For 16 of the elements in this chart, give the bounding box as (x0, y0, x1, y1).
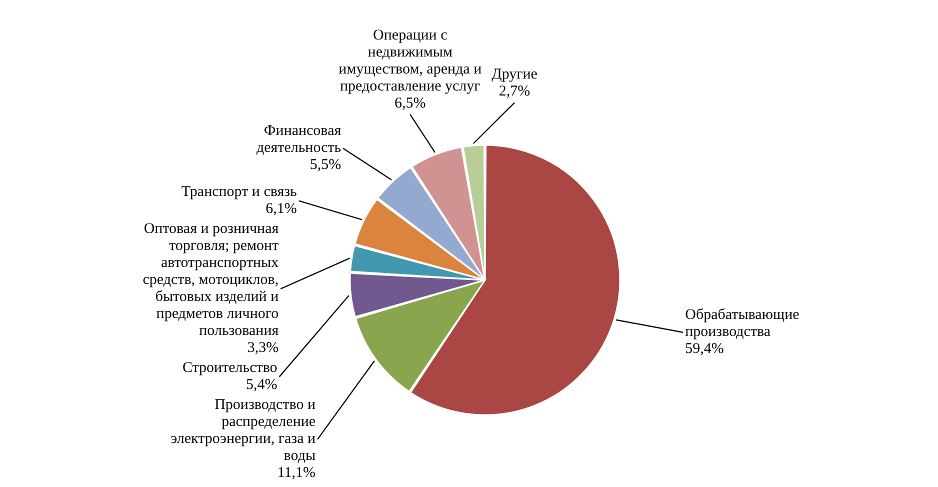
slice-label: Транспорт и связь (181, 184, 298, 200)
data-label: 2,7% (498, 84, 530, 100)
data-label: 6,1% (266, 200, 297, 217)
slice-label: Финансовая деятельность (256, 122, 342, 156)
data-label: 3,3% (247, 340, 279, 356)
slice-label: Операции с недвижимым имуществом, аренда и предоставление услуг (338, 27, 482, 94)
data-label: 6,5% (394, 95, 426, 112)
slice-label: Обрабатывающие производства (685, 306, 800, 340)
slice-label: Оптовая и розничная торговля; ремонт автотранспортных средств, мотоциклов, бытовых изделий и предметов личного пользования (142, 220, 280, 339)
data-label: 11,1% (277, 464, 316, 481)
slice-label: Другие (492, 66, 538, 83)
slice-label: Производство и распределение электроэнергии, газа и воды (170, 396, 316, 464)
data-label: 5,4% (246, 376, 278, 393)
data-label: 59,4% (685, 340, 724, 357)
slice-label: Строительство (182, 360, 278, 376)
data-label: 5,5% (310, 156, 342, 173)
